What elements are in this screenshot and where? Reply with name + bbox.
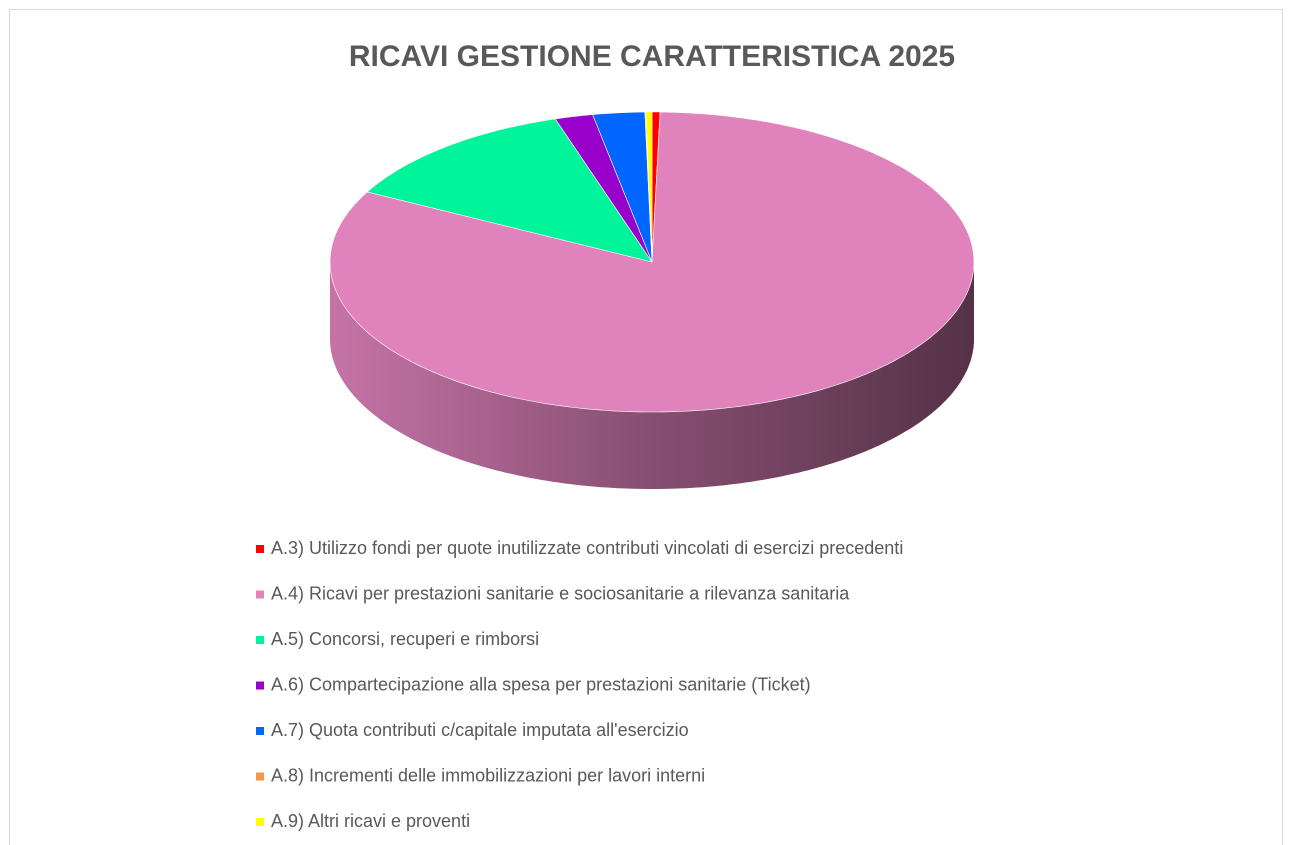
pie-slice	[366, 118, 653, 263]
chart-title: RICAVI GESTIONE CARATTERISTICA 2025	[349, 40, 955, 73]
legend-swatch	[256, 818, 264, 826]
legend-swatch	[256, 636, 264, 644]
pie-slice	[554, 114, 653, 263]
pie-slice	[592, 111, 653, 263]
legend-swatch	[256, 772, 264, 781]
legend-label: A.5) Concorsi, recuperi e rimborsi	[271, 629, 539, 649]
legend: A.3) Utilizzo fondi per quote inutilizza…	[256, 538, 903, 831]
legend-label: A.3) Utilizzo fondi per quote inutilizza…	[271, 538, 903, 558]
pie-slice	[645, 111, 653, 263]
legend-label: A.4) Ricavi per prestazioni sanitarie e …	[271, 583, 850, 603]
legend-label: A.9) Altri ricavi e proventi	[271, 811, 470, 831]
side-shade	[330, 262, 974, 489]
legend-swatch	[256, 545, 264, 553]
legend-swatch	[256, 681, 264, 690]
legend-swatch	[256, 590, 264, 599]
legend-label: A.8) Incrementi delle immobilizzazioni p…	[271, 765, 705, 785]
pie	[329, 111, 975, 489]
legend-swatch	[256, 727, 264, 735]
legend-label: A.7) Quota contributi c/capitale imputat…	[271, 720, 689, 740]
legend-label: A.6) Compartecipazione alla spesa per pr…	[271, 674, 811, 694]
